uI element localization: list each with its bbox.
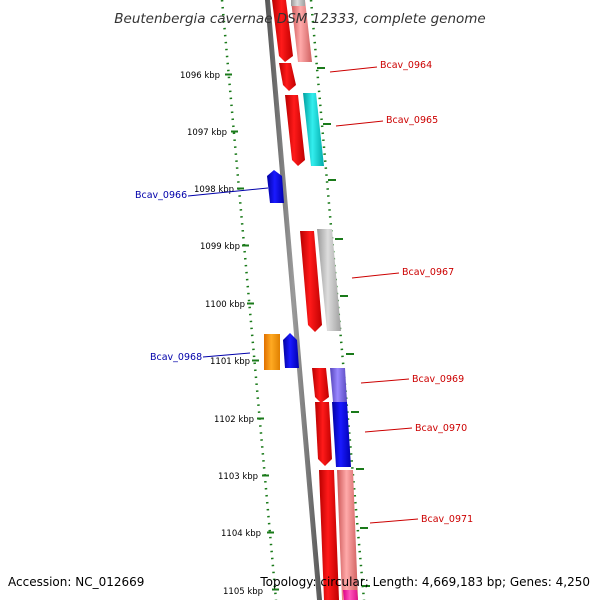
ruler-dotted-line-left xyxy=(220,0,278,600)
cds-bcav-0967-forward[interactable] xyxy=(300,231,322,332)
leader-bcav-0965 xyxy=(335,120,384,127)
map-title: Beutenbergia cavernae DSM 12333, complet… xyxy=(114,11,485,27)
gene-label-bcav-0969[interactable]: Bcav_0969 xyxy=(412,374,464,385)
leader-bcav-0967 xyxy=(351,272,400,279)
cds-bcav-0966-reverse[interactable] xyxy=(267,170,284,203)
leader-bcav-0971 xyxy=(369,518,419,524)
reverse-cds-track xyxy=(264,170,299,370)
ruler-label: 1105 kbp xyxy=(223,587,263,597)
cds-bcav-0965-forward[interactable] xyxy=(285,95,305,166)
ruler-label: 1096 kbp xyxy=(180,71,220,81)
cog-track xyxy=(291,0,358,600)
ruler-label: 1104 kbp xyxy=(221,529,261,539)
ruler-label: 1099 kbp xyxy=(200,242,240,252)
cds-bcav-0969-forward[interactable] xyxy=(312,368,329,403)
cds-bcav-0963-forward[interactable] xyxy=(272,0,293,62)
gene-labels: Bcav_0964 Bcav_0965 Bcav_0966 Bcav_0967 … xyxy=(135,60,473,525)
forward-cds-track xyxy=(272,0,339,600)
gene-label-bcav-0965[interactable]: Bcav_0965 xyxy=(386,115,438,126)
leader-bcav-0969 xyxy=(360,378,410,384)
cog-bcav-0963-grey-cap xyxy=(291,0,305,6)
cds-bcav-0968-reverse[interactable] xyxy=(283,333,299,368)
ruler-labels: 1096 kbp 1097 kbp 1098 kbp 1099 kbp 1100… xyxy=(180,71,263,597)
cog-bcav-0967[interactable] xyxy=(317,229,341,331)
cds-bcav-0968-orange[interactable] xyxy=(264,334,280,370)
cog-bcav-0969[interactable] xyxy=(330,368,347,402)
cds-bcav-0971-forward[interactable] xyxy=(319,470,339,600)
cds-bcav-0964-forward[interactable] xyxy=(279,63,296,91)
ruler-ticks-left xyxy=(225,73,279,591)
cds-bcav-0970-forward[interactable] xyxy=(315,402,332,466)
gene-label-bcav-0970[interactable]: Bcav_0970 xyxy=(415,423,467,434)
ruler-label: 1100 kbp xyxy=(205,300,245,310)
gene-label-bcav-0966[interactable]: Bcav_0966 xyxy=(135,190,187,201)
leader-bcav-0968 xyxy=(202,352,251,358)
ruler-ticks-right xyxy=(317,67,370,587)
ruler-label: 1102 kbp xyxy=(214,415,254,425)
gene-label-bcav-0967[interactable]: Bcav_0967 xyxy=(402,267,454,278)
ruler-label: 1097 kbp xyxy=(187,128,227,138)
leader-bcav-0966 xyxy=(187,187,269,197)
cog-bcav-0963[interactable] xyxy=(291,0,312,62)
gene-leader-lines xyxy=(187,66,419,524)
leader-bcav-0970 xyxy=(364,427,413,433)
genome-stats-text: Topology: circular; Length: 4,669,183 bp… xyxy=(259,575,590,589)
ruler-label: 1101 kbp xyxy=(210,357,250,367)
cog-bcav-0971[interactable] xyxy=(337,470,358,600)
leader-bcav-0964 xyxy=(329,66,378,73)
gene-label-bcav-0964[interactable]: Bcav_0964 xyxy=(380,60,432,71)
cog-bcav-0965[interactable] xyxy=(303,93,324,166)
cog-bcav-0970[interactable] xyxy=(332,402,351,467)
ruler-label: 1098 kbp xyxy=(194,185,234,195)
accession-text: Accession: NC_012669 xyxy=(8,575,144,589)
gene-label-bcav-0971[interactable]: Bcav_0971 xyxy=(421,514,473,525)
cog-bcav-0972[interactable] xyxy=(343,590,358,600)
ruler-label: 1103 kbp xyxy=(218,472,258,482)
genome-backbone xyxy=(265,0,322,600)
gene-label-bcav-0968[interactable]: Bcav_0968 xyxy=(150,352,202,363)
